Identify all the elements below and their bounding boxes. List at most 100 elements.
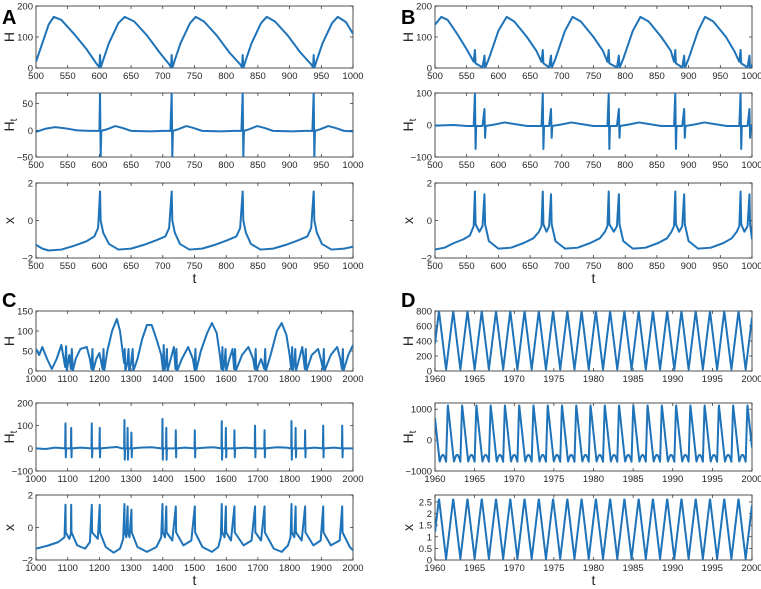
x-tick-label: 900 xyxy=(282,160,298,171)
x-tick-label: 1600 xyxy=(216,563,237,574)
x-tick-label: 1000 xyxy=(25,474,46,485)
x-tick-label: 950 xyxy=(313,160,329,171)
x-tick-label: 1900 xyxy=(311,374,332,385)
x-tick-label: 950 xyxy=(712,261,728,272)
x-tick-label: 1995 xyxy=(702,563,723,574)
x-tick-label: 1500 xyxy=(184,374,205,385)
x-tick-label: 900 xyxy=(681,71,697,82)
x-tick-label: 1000 xyxy=(741,261,761,272)
x-tick-label: 700 xyxy=(155,261,171,272)
series-line xyxy=(36,93,353,157)
series-line xyxy=(36,318,353,371)
x-tick-label: 1800 xyxy=(279,563,300,574)
x-tick-label: 1300 xyxy=(121,563,142,574)
y-tick-label: 0 xyxy=(28,216,33,227)
subplot-1: 500 550 600 650 700 750 800 850 900 950 1000 −50 0 50… xyxy=(1,92,364,171)
y-tick-label: 0 xyxy=(28,126,33,137)
x-tick-label: 1990 xyxy=(662,474,683,485)
x-tick-label: 2000 xyxy=(342,374,363,385)
y-tick-label: 2 xyxy=(427,179,432,190)
y-tick-label: 100 xyxy=(17,327,33,338)
series-line xyxy=(435,498,752,560)
x-tick-label: 850 xyxy=(649,160,665,171)
y-axis-label-subscript: t xyxy=(408,430,419,433)
y-tick-label: 1 xyxy=(427,532,432,543)
x-tick-label: 550 xyxy=(459,261,475,272)
x-tick-label: 1990 xyxy=(662,563,683,574)
plot-frame xyxy=(35,182,354,259)
x-tick-label: 2000 xyxy=(741,474,761,485)
series-line xyxy=(435,190,752,251)
y-tick-label: 100 xyxy=(17,33,33,44)
subplot-10: 1960 1965 1970 1975 1980 1985 1990 1995 2000 −100… xyxy=(400,402,761,485)
series-line xyxy=(435,311,752,371)
y-tick-label: 1000 xyxy=(411,405,432,416)
x-tick-label: 1400 xyxy=(152,563,173,574)
series-line xyxy=(435,15,752,68)
x-tick-label: 800 xyxy=(617,261,633,272)
x-tick-label: 1500 xyxy=(184,474,205,485)
y-tick-label: 100 xyxy=(416,33,432,44)
x-tick-label: 800 xyxy=(218,160,234,171)
plot-frame xyxy=(434,182,753,259)
y-tick-label: 2 xyxy=(427,509,432,520)
y-axis-label-subscript: t xyxy=(9,430,20,433)
y-tick-label: 0 xyxy=(427,556,432,567)
x-tick-label: 1000 xyxy=(25,563,46,574)
y-tick-label: −2 xyxy=(22,556,33,567)
y-tick-label: 100 xyxy=(17,421,33,432)
y-tick-label: 200 xyxy=(416,352,432,363)
x-tick-label: 550 xyxy=(459,71,475,82)
series-line xyxy=(435,93,752,150)
x-tick-label: 500 xyxy=(28,160,44,171)
x-tick-label: 1600 xyxy=(216,474,237,485)
plot-frame xyxy=(35,92,354,158)
x-tick-label: 2000 xyxy=(741,563,761,574)
x-tick-label: 1900 xyxy=(311,563,332,574)
panel-label-b: B xyxy=(401,7,415,29)
y-tick-label: −1000 xyxy=(405,467,432,478)
y-tick-label: −2 xyxy=(22,254,33,265)
x-tick-label: 600 xyxy=(490,71,506,82)
x-tick-label: 1200 xyxy=(89,563,110,574)
y-tick-label: 150 xyxy=(17,307,33,318)
x-tick-label: 750 xyxy=(586,160,602,171)
y-tick-label: 0 xyxy=(28,367,33,378)
x-tick-label: 1965 xyxy=(464,474,485,485)
y-axis-label: H xyxy=(1,32,17,42)
y-axis-label: Ht xyxy=(1,118,20,131)
y-tick-label: 0.5 xyxy=(419,544,432,555)
x-tick-label: 1500 xyxy=(184,563,205,574)
y-tick-label: 100 xyxy=(416,89,432,100)
y-tick-label: 1.5 xyxy=(419,521,432,532)
x-tick-label: 750 xyxy=(586,261,602,272)
x-tick-label: 850 xyxy=(250,160,266,171)
subplot-9: 1960 1965 1970 1975 1980 1985 1990 1995 2000 0 200… xyxy=(400,290,761,385)
series-line xyxy=(36,417,353,461)
x-tick-label: 500 xyxy=(427,160,443,171)
x-tick-label: 600 xyxy=(91,160,107,171)
x-tick-label: 600 xyxy=(91,71,107,82)
y-tick-label: −2 xyxy=(421,254,432,265)
x-tick-label: 950 xyxy=(712,160,728,171)
x-tick-label: 1700 xyxy=(247,563,268,574)
x-tick-label: 850 xyxy=(649,71,665,82)
x-tick-label: 950 xyxy=(712,71,728,82)
subplot-3: 500 550 600 650 700 750 800 850 900 950 1000 0 100 20… xyxy=(400,2,761,83)
y-tick-label: 200 xyxy=(17,399,33,410)
x-axis-title: t xyxy=(592,572,596,588)
x-tick-label: 750 xyxy=(187,160,203,171)
x-tick-label: 550 xyxy=(459,160,475,171)
x-tick-label: 650 xyxy=(522,71,538,82)
y-tick-label: 0 xyxy=(427,64,432,75)
series-line xyxy=(435,404,752,463)
x-tick-label: 600 xyxy=(490,261,506,272)
x-tick-label: 1800 xyxy=(279,374,300,385)
x-tick-label: 1985 xyxy=(623,374,644,385)
subplot-7: 1000 1100 1200 1300 1400 1500 1600 1700 1800 1900… xyxy=(1,399,364,486)
x-tick-label: 1800 xyxy=(279,474,300,485)
y-axis-label: Ht xyxy=(400,118,419,131)
x-tick-label: 1600 xyxy=(216,374,237,385)
x-axis-title: t xyxy=(592,270,596,286)
x-tick-label: 1970 xyxy=(504,374,525,385)
